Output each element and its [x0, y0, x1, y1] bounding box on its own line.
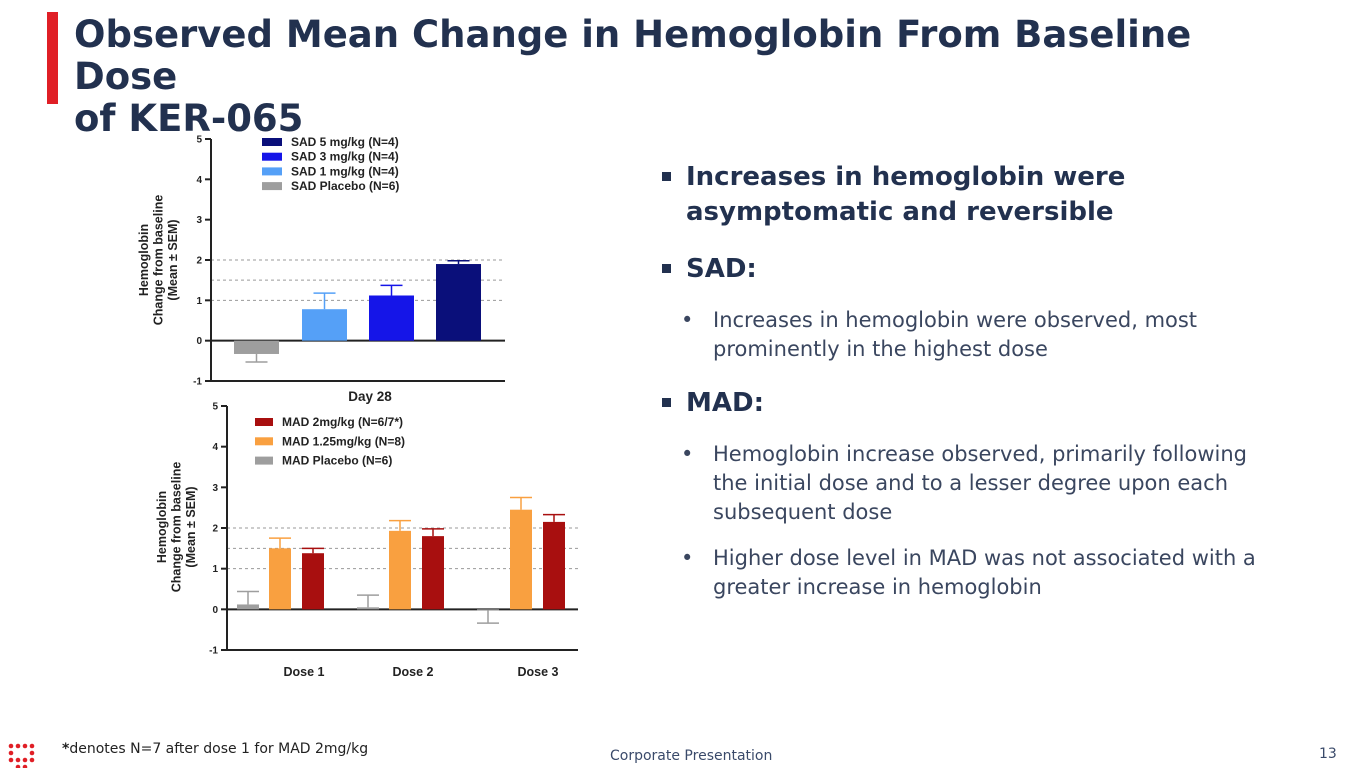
legend-swatch [255, 437, 273, 446]
y-tick-label: 4 [196, 175, 202, 186]
title-accent-bar [47, 12, 58, 104]
y-axis-label-line: (Mean ± SEM) [184, 486, 198, 567]
bar [369, 295, 414, 341]
y-tick-label: 2 [196, 256, 202, 267]
bullet-sad-detail: • Increases in hemoglobin were observed,… [660, 306, 1260, 364]
legend-swatch [255, 418, 273, 426]
dot-bullet-icon: • [681, 442, 694, 466]
dot-bullet-icon: • [681, 308, 694, 332]
legend-swatch [262, 138, 282, 146]
square-bullet-icon [662, 172, 671, 181]
square-bullet-icon [662, 398, 671, 407]
bar [436, 264, 481, 341]
y-axis-label-line: Change from baseline [152, 195, 166, 326]
y-tick-label: 4 [212, 442, 218, 453]
y-axis-label-line: Change from baseline [170, 462, 184, 593]
category-label: Dose 1 [284, 665, 325, 679]
bullet-text: MAD: [686, 388, 764, 418]
y-axis-label: HemoglobinChange from baseline(Mean ± SE… [155, 462, 198, 593]
y-tick-label: 3 [212, 483, 218, 494]
bullet-text: Increases in hemoglobin were asymptomati… [686, 162, 1126, 227]
y-tick-label: 1 [212, 564, 218, 575]
y-tick-label: 5 [212, 402, 218, 413]
dot-bullet-icon: • [681, 546, 694, 570]
category-label: Dose 2 [393, 665, 434, 679]
legend-swatch [262, 167, 282, 176]
bar [389, 530, 411, 610]
legend-label: SAD Placebo (N=6) [291, 179, 399, 193]
page-title: Observed Mean Change in Hemoglobin From … [74, 14, 1274, 140]
category-label: Dose 3 [518, 665, 559, 679]
square-bullet-icon [662, 264, 671, 273]
y-tick-label: -1 [193, 377, 202, 388]
legend-label: MAD 1.25mg/kg (N=8) [282, 434, 405, 448]
bar [234, 340, 279, 354]
y-tick-label: 2 [212, 524, 218, 535]
legend-swatch [262, 182, 282, 191]
footer-label: Corporate Presentation [610, 748, 773, 764]
y-tick-label: 3 [196, 215, 202, 226]
y-tick-label: 0 [212, 605, 218, 616]
legend-label: MAD 2mg/kg (N=6/7*) [282, 415, 403, 429]
y-axis-label-line: (Mean ± SEM) [166, 219, 180, 300]
y-tick-label: 5 [196, 135, 202, 146]
legend-label: SAD 3 mg/kg (N=4) [291, 150, 399, 164]
y-tick-label: 0 [196, 336, 202, 347]
bullet-text: Higher dose level in MAD was not associa… [713, 546, 1256, 599]
legend-swatch [255, 456, 273, 465]
bar [357, 607, 379, 610]
bullet-mad-detail-2: • Higher dose level in MAD was not assoc… [660, 544, 1260, 602]
page-number: 13 [1319, 746, 1337, 762]
legend-label: SAD 1 mg/kg (N=4) [291, 164, 399, 178]
bar [510, 509, 532, 610]
y-axis-label: HemoglobinChange from baseline(Mean ± SE… [137, 195, 180, 326]
legend-label: SAD 5 mg/kg (N=4) [291, 135, 399, 149]
title-line-1: Observed Mean Change in Hemoglobin From … [74, 13, 1192, 98]
bar [477, 609, 499, 611]
bullet-text: SAD: [686, 254, 757, 284]
bar [422, 536, 444, 610]
legend-label: MAD Placebo (N=6) [282, 454, 392, 468]
bullet-text: Hemoglobin increase observed, primarily … [713, 442, 1248, 524]
bullet-asymptomatic: Increases in hemoglobin were asymptomati… [660, 160, 1260, 230]
bullet-text: Increases in hemoglobin were observed, m… [713, 308, 1198, 361]
bar [237, 604, 259, 610]
bullet-list: Increases in hemoglobin were asymptomati… [660, 160, 1260, 602]
bar [302, 553, 324, 610]
bar [543, 521, 565, 610]
footnote-asterisk: * [62, 741, 70, 757]
bar [269, 548, 291, 610]
bullet-mad-detail-1: • Hemoglobin increase observed, primaril… [660, 440, 1260, 527]
x-axis-label: Day 28 [348, 389, 392, 404]
y-axis-label-line: Hemoglobin [137, 224, 151, 296]
title-line-2: of KER-065 [74, 97, 304, 140]
y-tick-label: 1 [196, 296, 202, 307]
y-axis-label-line: Hemoglobin [155, 491, 169, 563]
company-logo-icon [8, 743, 35, 768]
y-tick-label: -1 [209, 646, 218, 657]
bar [302, 309, 347, 341]
footnote-text: denotes N=7 after dose 1 for MAD 2mg/kg [69, 741, 369, 757]
legend-swatch [262, 152, 282, 161]
bullet-mad: MAD: [660, 386, 1260, 421]
footnote: *denotes N=7 after dose 1 for MAD 2mg/kg [62, 741, 368, 757]
bullet-sad: SAD: [660, 252, 1260, 287]
